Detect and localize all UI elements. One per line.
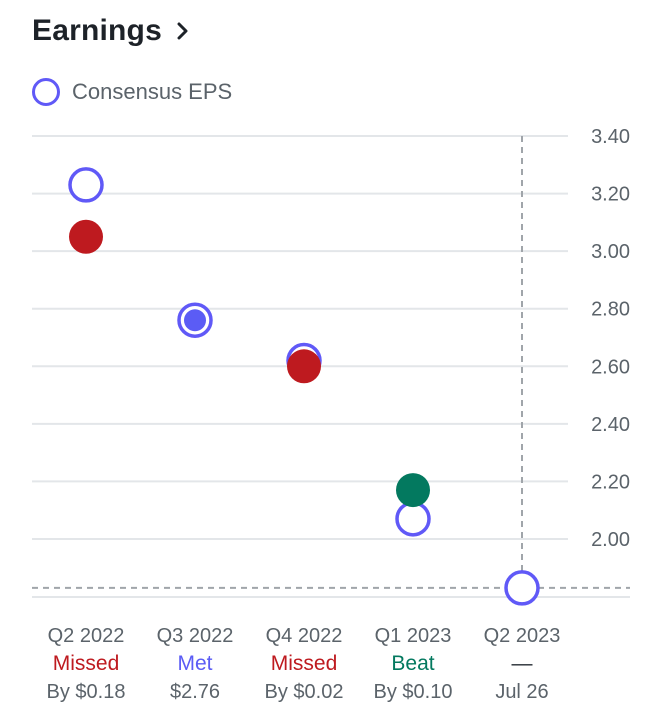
chevron-right-icon bbox=[177, 22, 188, 40]
consensus-point bbox=[395, 501, 431, 537]
earnings-detail: Jul 26 bbox=[495, 681, 549, 703]
earnings-detail: $2.76 bbox=[169, 681, 221, 703]
earnings-status: Beat bbox=[391, 652, 435, 675]
actual-eps-point bbox=[69, 219, 103, 254]
quarter-label: Q2 2023 bbox=[483, 625, 561, 647]
earnings-status: Missed bbox=[270, 652, 338, 675]
section-title: Earnings bbox=[32, 14, 162, 47]
quarter-column: Q4 2022 Missed By $0.02 bbox=[249, 622, 359, 706]
quarter-column: Q3 2022 Met $2.76 bbox=[140, 622, 250, 706]
y-tick-label: 3.00 bbox=[591, 241, 630, 263]
quarter-column: Q2 2022 Missed By $0.18 bbox=[31, 622, 141, 706]
chart-legend: Consensus EPS bbox=[32, 78, 232, 106]
y-tick-label: 3.40 bbox=[591, 126, 630, 148]
y-tick-label: 2.20 bbox=[591, 471, 630, 493]
consensus-point bbox=[504, 570, 540, 606]
consensus-point bbox=[68, 167, 104, 203]
quarter-column: Q2 2023 — Jul 26 bbox=[467, 622, 577, 706]
earnings-status: Met bbox=[177, 652, 213, 675]
quarter-column: Q1 2023 Beat By $0.10 bbox=[358, 622, 468, 706]
quarter-columns: Q2 2022 Missed By $0.18 Q3 2022 Met $2.76 Q4 2… bbox=[0, 622, 656, 722]
actual-eps-point bbox=[184, 309, 206, 332]
quarter-label: Q3 2022 bbox=[156, 625, 234, 647]
earnings-detail: By $0.02 bbox=[264, 681, 344, 703]
actual-eps-point bbox=[396, 473, 430, 508]
y-tick-label: 2.40 bbox=[591, 414, 630, 436]
quarter-label: Q2 2022 bbox=[47, 625, 125, 647]
y-tick-label: 2.00 bbox=[591, 529, 630, 551]
legend-label: Consensus EPS bbox=[72, 79, 233, 104]
quarter-label: Q4 2022 bbox=[265, 625, 343, 647]
y-tick-label: 2.60 bbox=[591, 356, 630, 378]
earnings-status: Missed bbox=[52, 652, 120, 675]
earnings-detail: By $0.18 bbox=[46, 681, 126, 703]
earnings-status: — bbox=[511, 652, 533, 675]
quarter-label: Q1 2023 bbox=[374, 625, 452, 647]
actual-eps-point bbox=[287, 349, 321, 384]
eps-chart: 3.40 3.20 3.00 2.80 2.60 2.40 2.20 2.00 bbox=[32, 126, 630, 606]
consensus-legend-icon bbox=[32, 78, 60, 106]
earnings-detail: By $0.10 bbox=[373, 681, 453, 703]
y-tick-label: 3.20 bbox=[591, 184, 630, 206]
earnings-header-link[interactable]: Earnings bbox=[32, 14, 192, 48]
y-tick-label: 2.80 bbox=[591, 299, 630, 321]
